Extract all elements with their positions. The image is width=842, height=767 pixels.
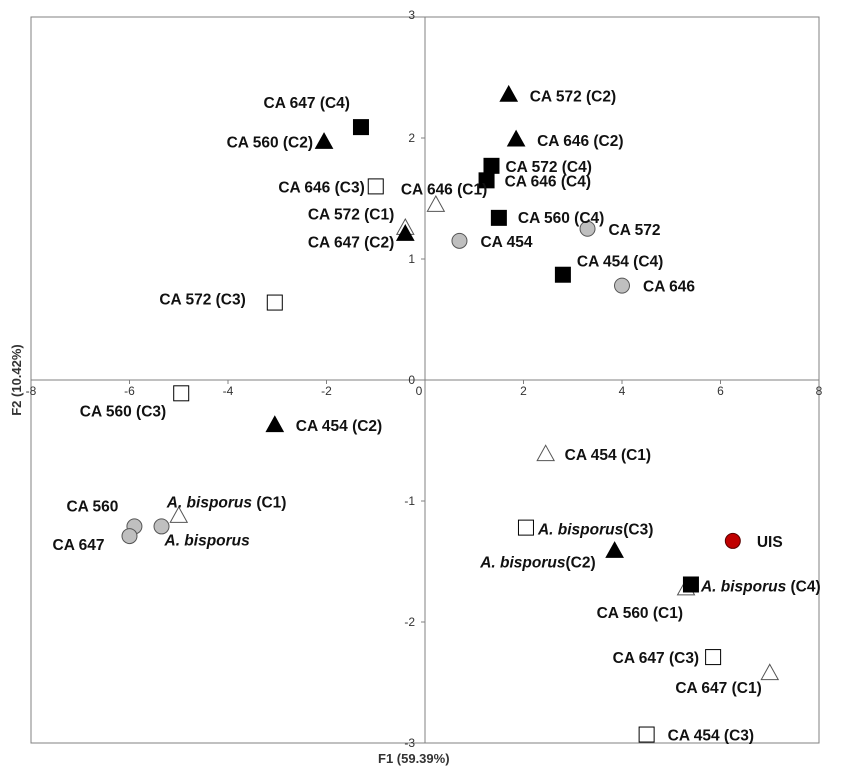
y-axis-title: F2 (10.42%) <box>9 344 24 416</box>
filled-square-marker <box>483 157 500 174</box>
open-triangle-marker <box>760 663 780 681</box>
point-label: CA 560 (C1) <box>597 605 683 622</box>
x-tick-group: -8 -6 -4 -2 0 2 4 6 8 <box>26 380 823 398</box>
y-tick-label: -3 <box>404 736 415 750</box>
point-label: CA 454 (C1) <box>565 447 651 464</box>
point-label: CA 646 (C2) <box>537 133 623 150</box>
filled-square-marker <box>352 119 369 136</box>
y-tick-label: 0 <box>408 373 415 387</box>
point-label: CA 572 <box>609 222 661 239</box>
x-tick-label: 0 <box>416 384 423 398</box>
point-label: UIS <box>757 534 783 551</box>
filled-square-marker <box>478 172 495 189</box>
point-label: CA 560 (C3) <box>80 403 166 420</box>
open-square-marker <box>173 385 190 402</box>
point-label: A. bisporus(C2) <box>479 555 595 572</box>
x-tick-label: 4 <box>619 384 626 398</box>
point-label: CA 646 (C4) <box>505 173 591 190</box>
point-label: CA 560 <box>66 498 118 515</box>
point-label: CA 646 <box>643 279 695 296</box>
point-label: CA 647 (C1) <box>675 680 761 697</box>
open-square-marker <box>638 726 655 743</box>
open-square-marker <box>266 294 283 311</box>
point-label: A. bisporus (C4) <box>700 578 821 595</box>
grey-circle-marker <box>153 518 170 535</box>
open-square-marker <box>705 649 722 666</box>
filled-triangle-marker <box>499 84 519 102</box>
x-tick-label: 2 <box>520 384 527 398</box>
point-label: CA 572 (C4) <box>505 159 591 176</box>
y-tick-label: 1 <box>408 252 415 266</box>
point-label: CA 647 <box>53 537 105 554</box>
point-label: CA 647 (C4) <box>264 95 350 112</box>
point-label: A. bisporus(C3) <box>537 522 653 539</box>
filled-square-marker <box>554 266 571 283</box>
x-tick-label: -2 <box>321 384 332 398</box>
point-label: CA 454 (C2) <box>296 418 382 435</box>
red-circle-marker <box>724 532 741 549</box>
open-triangle-marker <box>169 505 189 523</box>
point-label: A. bisporus (C1) <box>166 495 287 512</box>
y-tick-label: 3 <box>408 8 415 22</box>
filled-triangle-marker <box>395 224 415 241</box>
point-label: CA 572 (C2) <box>530 88 616 105</box>
point-label: A. bisporus <box>164 532 251 549</box>
open-square-marker <box>367 178 384 195</box>
point-label: CA 646 (C1) <box>401 182 487 199</box>
x-axis-title: F1 (59.39%) <box>378 751 450 766</box>
filled-triangle-marker <box>506 129 526 147</box>
marker-group <box>121 84 780 743</box>
point-label: CA 454 (C4) <box>577 254 663 271</box>
x-tick-label: -8 <box>26 384 37 398</box>
y-tick-label: -1 <box>404 494 415 508</box>
open-triangle-marker <box>536 444 556 462</box>
point-label: CA 572 (C3) <box>159 292 245 309</box>
y-tick-label: 2 <box>408 131 415 145</box>
point-label: CA 647 (C3) <box>613 650 699 667</box>
point-label: CA 572 (C1) <box>308 207 394 224</box>
point-label: CA 560 (C4) <box>518 210 604 227</box>
grey-circle-marker <box>579 220 596 237</box>
open-square-marker <box>517 519 534 536</box>
y-tick-group: -3 -2 -1 0 1 2 3 <box>404 8 425 750</box>
grey-circle-marker <box>121 528 138 545</box>
filled-triangle-marker <box>265 415 285 433</box>
x-tick-label: 8 <box>816 384 823 398</box>
x-tick-label: 6 <box>717 384 724 398</box>
filled-square-marker <box>490 209 507 226</box>
point-label: CA 454 (C3) <box>668 728 754 745</box>
grey-circle-marker <box>614 277 630 294</box>
point-label: CA 647 (C2) <box>308 235 394 252</box>
point-label: CA 646 (C3) <box>278 179 364 196</box>
x-tick-label: -6 <box>124 384 135 398</box>
point-label-group: CA 647 (C4) CA 560 (C2) CA 646 (C3) CA 572 … <box>53 88 821 744</box>
y-tick-label: -2 <box>404 615 415 629</box>
x-tick-label: -4 <box>223 384 234 398</box>
filled-triangle-marker <box>605 541 624 558</box>
grey-circle-marker <box>451 232 468 249</box>
point-label: CA 454 <box>480 234 532 251</box>
open-triangle-marker <box>426 195 446 212</box>
point-label: CA 560 (C2) <box>227 135 313 152</box>
filled-square-marker <box>682 576 699 593</box>
filled-triangle-marker <box>314 132 334 149</box>
